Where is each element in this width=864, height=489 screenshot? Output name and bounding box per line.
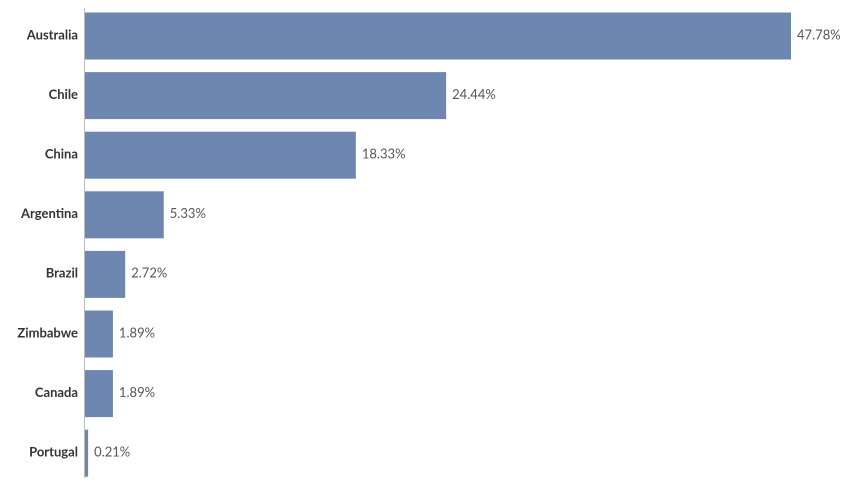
value-label: 2.72% bbox=[131, 265, 167, 281]
bar bbox=[85, 191, 164, 239]
bar bbox=[85, 310, 113, 358]
category-label: China bbox=[45, 146, 78, 162]
value-label: 1.89% bbox=[119, 324, 155, 340]
value-label: 0.21% bbox=[94, 443, 130, 459]
value-label: 24.44% bbox=[452, 86, 496, 102]
category-label: Zimbabwe bbox=[17, 324, 78, 340]
category-label: Australia bbox=[26, 26, 78, 42]
category-label: Portugal bbox=[29, 444, 78, 460]
category-label: Chile bbox=[49, 86, 78, 102]
value-label: 47.78% bbox=[797, 26, 841, 42]
bar bbox=[85, 72, 447, 120]
value-label: 5.33% bbox=[170, 205, 206, 221]
value-label: 18.33% bbox=[362, 145, 406, 161]
bar bbox=[85, 250, 126, 298]
bar bbox=[85, 370, 113, 418]
bar bbox=[85, 429, 89, 477]
category-label: Canada bbox=[35, 384, 78, 400]
bar bbox=[85, 131, 356, 179]
bar bbox=[85, 12, 791, 60]
value-label: 1.89% bbox=[119, 384, 155, 400]
category-label: Brazil bbox=[46, 265, 78, 281]
category-label: Argentina bbox=[20, 205, 78, 221]
